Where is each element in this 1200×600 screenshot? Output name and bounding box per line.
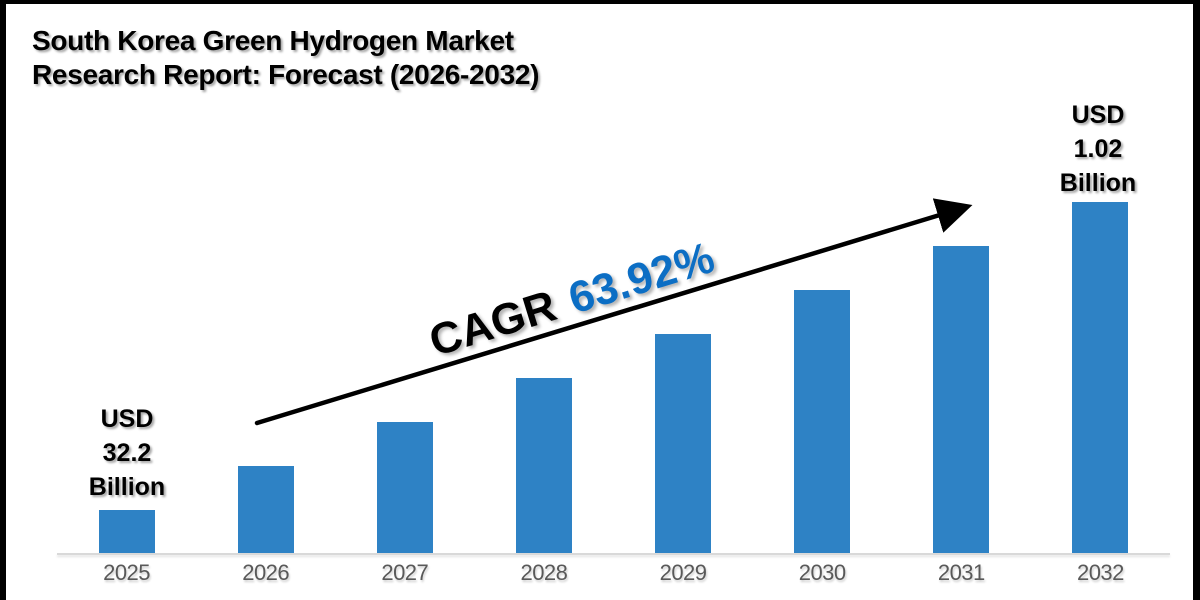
bar-slot-2026: [196, 202, 335, 554]
frame-left-strip: [0, 0, 6, 600]
bar-2027: [376, 422, 433, 554]
chart-title-line2: Research Report: Forecast (2026-2032): [32, 59, 540, 90]
x-tick-2030: 2030: [798, 560, 846, 585]
bar-2029: [655, 334, 712, 554]
x-tick-2032: 2032: [1076, 560, 1124, 585]
value-callout-2032: USD 1.02 Billion: [1013, 98, 1183, 200]
bar-slot-2025: [57, 202, 196, 554]
value-callout-2025-line2: 32.2: [102, 439, 152, 467]
x-tick-2026: 2026: [242, 560, 290, 585]
bar-2026: [237, 466, 294, 554]
value-callout-2025-line3: Billion: [88, 473, 166, 501]
x-tick-2029: 2029: [659, 560, 707, 585]
x-tick-2025: 2025: [103, 560, 151, 585]
bar-slot-2032: [1031, 202, 1170, 554]
bar-2031: [933, 246, 990, 554]
x-axis-labels: 2025 2026 2027 2028 2029 2030 2031 2032: [57, 560, 1170, 586]
value-callout-2025-line1: USD: [100, 405, 154, 433]
frame-right-strip: [1193, 0, 1200, 600]
chart-title: South Korea Green Hydrogen Market Resear…: [32, 24, 539, 92]
x-tick-2031: 2031: [937, 560, 985, 585]
value-callout-2032-line2: 1.02: [1073, 135, 1123, 163]
bar-2025: [98, 510, 155, 554]
bar-2032: [1072, 202, 1129, 554]
x-axis-line: [57, 553, 1170, 555]
chart-title-line1: South Korea Green Hydrogen Market: [32, 25, 514, 56]
bar-slot-2027: [335, 202, 474, 554]
frame-top-strip: [0, 0, 1200, 4]
value-callout-2032-line3: Billion: [1059, 169, 1137, 197]
value-callout-2025: USD 32.2 Billion: [42, 402, 212, 504]
x-tick-2028: 2028: [520, 560, 568, 585]
bar-2030: [794, 290, 851, 554]
bar-2028: [515, 378, 572, 554]
x-tick-2027: 2027: [381, 560, 429, 585]
value-callout-2032-line1: USD: [1071, 101, 1125, 129]
bar-slot-2031: [892, 202, 1031, 554]
bar-slot-2028: [474, 202, 613, 554]
